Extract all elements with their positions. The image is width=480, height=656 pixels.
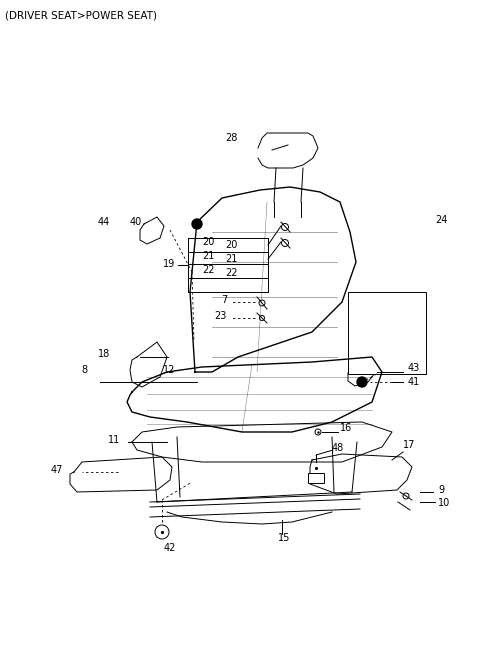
Text: 24: 24 — [435, 215, 447, 225]
Text: 17: 17 — [403, 440, 415, 450]
Text: 7: 7 — [221, 295, 227, 305]
Bar — [348, 292, 426, 374]
Text: 41: 41 — [408, 377, 420, 387]
Text: 12: 12 — [163, 365, 175, 375]
Text: 8: 8 — [82, 365, 88, 375]
Text: 21: 21 — [203, 251, 215, 261]
Text: 21: 21 — [225, 254, 238, 264]
Circle shape — [192, 219, 202, 229]
Circle shape — [357, 377, 367, 387]
Text: 42: 42 — [164, 543, 176, 553]
Text: 48: 48 — [332, 443, 344, 453]
Text: 22: 22 — [225, 268, 238, 278]
Text: (DRIVER SEAT>POWER SEAT): (DRIVER SEAT>POWER SEAT) — [5, 10, 157, 20]
Text: 40: 40 — [130, 217, 142, 227]
Text: 10: 10 — [438, 498, 450, 508]
Text: 28: 28 — [226, 133, 238, 143]
Text: 43: 43 — [408, 363, 420, 373]
Text: 16: 16 — [340, 423, 352, 433]
Bar — [308, 473, 324, 483]
Text: 47: 47 — [50, 465, 63, 475]
Text: 11: 11 — [108, 435, 120, 445]
Text: 20: 20 — [203, 237, 215, 247]
Text: 23: 23 — [215, 311, 227, 321]
Text: 9: 9 — [438, 485, 444, 495]
Text: 20: 20 — [225, 240, 238, 250]
Text: 15: 15 — [278, 533, 290, 543]
Text: 22: 22 — [203, 265, 215, 275]
Text: 19: 19 — [163, 259, 175, 269]
Text: 18: 18 — [98, 349, 110, 359]
Text: 44: 44 — [98, 217, 110, 227]
